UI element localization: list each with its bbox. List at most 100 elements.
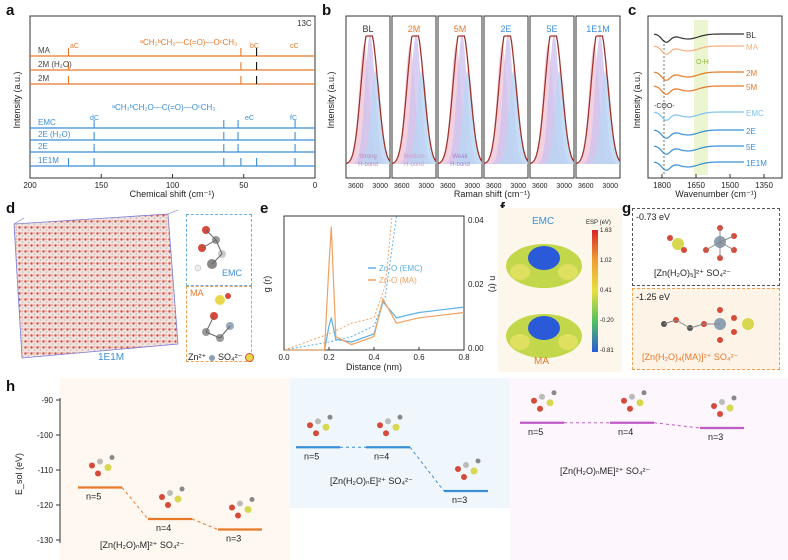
- atom: [531, 397, 537, 404]
- atom: [244, 506, 252, 513]
- raman-component: [484, 34, 528, 164]
- atom: [455, 466, 461, 472]
- ftir-trace-5: [653, 129, 744, 139]
- raman-frame-1: [391, 15, 437, 179]
- chart-h-ylabel: E_sol (eV): [14, 453, 24, 495]
- nmr-carbon-annot: aC: [70, 43, 79, 50]
- sulfate-icon: [244, 353, 254, 363]
- raman-fit-curve: [483, 35, 529, 165]
- chart-e-xtick-group: 0.0 0.2 0.4 0.6 0.8: [278, 347, 470, 362]
- panel-g-clusters: -0.73 eV [Zn(H₂O)₅]²⁺ SO₄²⁻ -1.25 eV [Zn…: [632, 206, 782, 372]
- panel-d-simulation: EMC MA 1E1M Zn²⁺ SO₄²⁻: [0, 208, 258, 372]
- nmr-xtick-label: 150: [95, 181, 109, 190]
- raman-component-label: H-bond: [358, 162, 378, 168]
- ftir-series-label-0: BL: [746, 31, 756, 40]
- raman-frame-title-3: 2E: [500, 24, 511, 34]
- raman-tick-label: 3600: [578, 183, 594, 190]
- chart-e-y2label: n (r): [488, 276, 498, 293]
- chart-e-ylabel: g (r): [262, 276, 272, 293]
- energy-ytick-label: -110: [38, 466, 54, 475]
- atom: [385, 418, 391, 425]
- ftir-series-label-4: EMC: [746, 109, 764, 118]
- energy-group-title-0: [Zn(H₂O)ₙM]²⁺ SO₄²⁻: [100, 540, 184, 550]
- raman-tick-label: 3600: [348, 183, 364, 190]
- nmr-xtick-label: 100: [166, 181, 180, 190]
- chart-c-xtick-group: 1800 1650 1500 1350: [653, 174, 773, 190]
- raman-tick-label: 3000: [510, 183, 526, 190]
- panel-letter-b: b: [322, 2, 332, 19]
- raman-tick-label: 3000: [602, 183, 618, 190]
- raman-frame-0: [345, 15, 391, 179]
- cluster-bottom-energy: -1.25 eV: [636, 292, 671, 302]
- ftir-series-label-2: 2M: [746, 69, 757, 78]
- raman-fit-curve: [345, 35, 391, 165]
- atom: [392, 423, 400, 431]
- raman-frame-title-4: 5E: [546, 24, 557, 34]
- ftir-trace-4: [653, 111, 744, 121]
- chart-e-series-group: [283, 215, 465, 351]
- nmr-xtick-label: 50: [239, 181, 248, 190]
- rdf-y2tick-label: 0.04: [468, 216, 484, 225]
- legend-so4-label: SO₄²⁻: [218, 352, 243, 362]
- raman-component: [576, 34, 620, 164]
- raman-tick-label: 3000: [464, 183, 480, 190]
- legend-so4: SO₄²⁻: [218, 352, 254, 363]
- atom: [546, 399, 554, 407]
- raman-component: [392, 34, 436, 164]
- legend-zn-label: Zn²⁺: [188, 352, 207, 362]
- chart-c-annot-coo: -COO-: [654, 103, 675, 110]
- rdf-xtick-label: 0.2: [323, 353, 335, 362]
- nmr-carbon-annot: bC: [250, 43, 259, 50]
- chart-c-xlabel: Wavenumber (cm⁻¹): [675, 189, 756, 199]
- chart-a-xtick-group: 200 150 100 50 0: [23, 174, 318, 190]
- esp-tick-label: 1.63: [600, 228, 612, 234]
- raman-component-label: H-bond: [404, 162, 424, 168]
- atom: [237, 500, 243, 507]
- atom: [104, 464, 112, 471]
- atom: [539, 393, 545, 400]
- energy-level-label: n=5: [86, 492, 101, 502]
- atom: [167, 490, 173, 496]
- energy-level-label: n=3: [452, 495, 467, 505]
- rdf-cumulative-0: [283, 215, 397, 351]
- esp-tick-label: -0.81: [600, 348, 614, 354]
- cluster-bottom-box: [632, 288, 780, 370]
- atom: [641, 390, 647, 396]
- energy-level-label: n=4: [374, 451, 389, 461]
- raman-component-label: Medium: [403, 154, 424, 160]
- nmr-xtick-label: 200: [23, 181, 37, 190]
- panel-letter-d: d: [6, 200, 16, 217]
- energy-connector: [191, 518, 219, 530]
- chart-c-ylabel: Intensity (a.u.): [632, 71, 642, 128]
- energy-ytick-label: -90: [41, 396, 53, 405]
- ftir-trace-1: [653, 45, 744, 55]
- atom: [97, 458, 103, 465]
- atom: [627, 405, 633, 412]
- chart-a-ylabel: Intensity (a.u.): [12, 71, 22, 128]
- atom: [461, 474, 467, 480]
- atom: [89, 462, 95, 469]
- panel-letter-g: g: [622, 200, 632, 217]
- ftir-xtick-label: 1800: [653, 181, 671, 190]
- energy-level-label: n=3: [226, 534, 241, 544]
- inset-emc-label: EMC: [222, 268, 242, 278]
- atom: [229, 504, 235, 511]
- esp-scale-ticks: 1.63 1.02 0.41 -0.20 -0.81: [600, 228, 622, 358]
- panel-f-esp: EMC MA ESP (eV) 1.63 1.02 0.41 -0.20 -0.81: [498, 208, 622, 372]
- panel-letter-h: h: [6, 378, 16, 395]
- chart-c-ftir: BL MA 2M 5M EMC 2E 5E 1E1M 1800 1650 1500 1350 O-H…: [632, 15, 783, 199]
- chart-h-ytick-group: -90 -100 -110 -120 -130: [37, 396, 60, 545]
- nmr-series-label-5: 2E: [38, 142, 48, 151]
- cluster-top-formula: [Zn(H₂O)₅]²⁺ SO₄²⁻: [654, 268, 731, 278]
- esp-colorbar: [592, 230, 598, 352]
- nmr-series-label-0: MA: [38, 46, 51, 55]
- atom: [470, 467, 478, 475]
- chart-a-label-group: MA 2M (H₂O) 2M EMC 2E (H₂O) 2E 1E1M aC bC cC dC eC f…: [38, 43, 299, 165]
- esp-tick-label: 0.41: [600, 288, 612, 294]
- chart-b-xlabel: Raman shift (cm⁻¹): [454, 189, 530, 199]
- energy-ytick-label: -130: [37, 536, 54, 545]
- atom: [174, 495, 182, 503]
- chart-h-energy: -90 -100 -110 -120 -130 E_sol (eV) n=5 n=4 n=3…: [14, 378, 788, 560]
- cluster-top-box: [632, 208, 780, 286]
- chart-a-series-group: [30, 48, 315, 167]
